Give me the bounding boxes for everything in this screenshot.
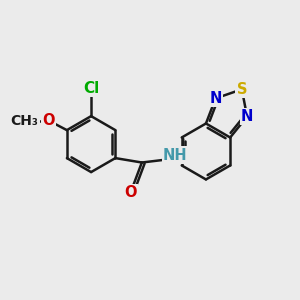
Text: N: N [209, 91, 222, 106]
Text: Cl: Cl [83, 81, 99, 96]
Text: CH₃: CH₃ [11, 114, 38, 128]
Text: N: N [241, 109, 253, 124]
Text: NH: NH [163, 148, 188, 163]
Text: O: O [42, 113, 55, 128]
Text: O: O [124, 185, 137, 200]
Text: S: S [237, 82, 247, 97]
